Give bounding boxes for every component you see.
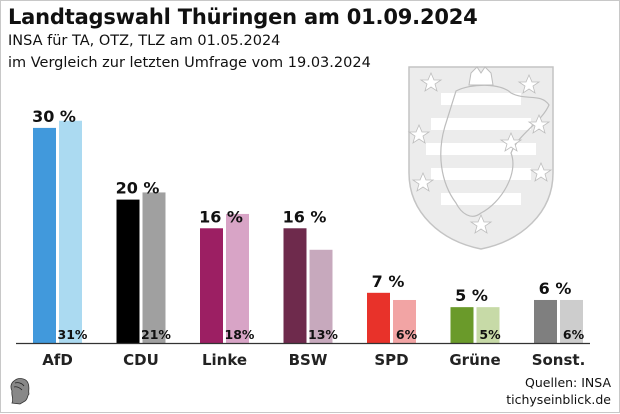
bar-previous-CDU [142, 192, 166, 343]
chart-title: Landtagswahl Thüringen am 01.09.2024 [8, 5, 478, 29]
bar-previous-SPD [393, 299, 416, 343]
tichys-einblick-head-logo-icon [10, 378, 30, 405]
bar-previous-Sonst. [560, 299, 583, 343]
bar-previous-Grüne [476, 307, 500, 343]
bar-current-Sonst. [534, 299, 557, 343]
bar-current-Linke [200, 228, 223, 343]
category-label: AfD [42, 351, 73, 369]
bar-previous-Linke [226, 213, 249, 343]
bar-previous-BSW [309, 249, 333, 343]
bar-current-Grüne [450, 307, 474, 343]
chart-subtitle: INSA für TA, OTZ, TLZ am 01.05.2024 [8, 33, 281, 49]
category-label: SPD [374, 351, 408, 369]
value-label-current: 7 % [372, 272, 405, 291]
thuringia-coat-of-arms-icon [407, 66, 554, 250]
value-label-previous: 6% [396, 327, 418, 342]
value-label-current: 20 % [116, 179, 160, 198]
site-link[interactable]: tichyseinblick.de [506, 392, 611, 407]
value-label-current: 5 % [455, 286, 488, 305]
value-label-previous: 6% [563, 327, 585, 342]
category-label: Linke [202, 351, 247, 369]
category-label: BSW [289, 351, 328, 369]
bar-current-SPD [367, 292, 390, 343]
value-label-previous: 5% [479, 327, 501, 342]
value-label-previous: 13% [308, 327, 338, 342]
value-label-previous: 21% [141, 327, 171, 342]
chart-comparison-note: im Vergleich zur letzten Umfrage vom 19.… [8, 55, 371, 71]
value-label-previous: 31% [58, 327, 88, 342]
category-label: CDU [123, 351, 159, 369]
category-label: Grüne [449, 351, 500, 369]
value-label-current: 16 % [283, 207, 327, 226]
value-label-current: 30 % [32, 107, 76, 126]
bar-current-BSW [283, 228, 307, 343]
value-label-current: 16 % [199, 207, 243, 226]
bar-previous-AfD [59, 120, 82, 343]
category-label: Sonst. [532, 351, 586, 369]
source-label: Quellen: INSA [525, 375, 611, 390]
value-label-previous: 18% [225, 327, 255, 342]
value-label-current: 6 % [539, 279, 572, 298]
bar-current-CDU [116, 199, 140, 343]
bar-current-AfD [33, 127, 56, 344]
